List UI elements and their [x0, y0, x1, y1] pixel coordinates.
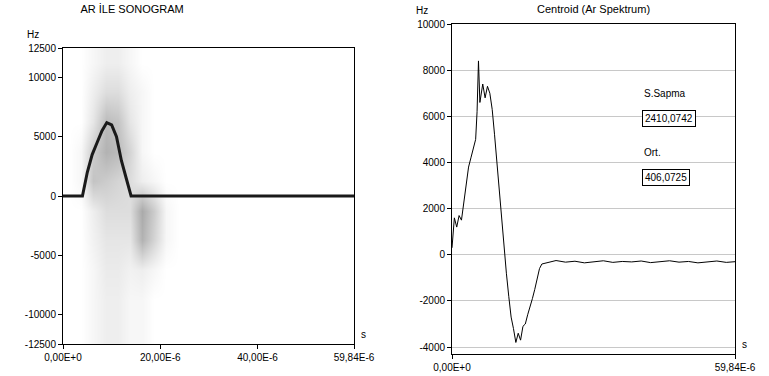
svg-text:-4000: -4000 [419, 342, 445, 353]
svg-text:4000: 4000 [423, 157, 446, 168]
svg-text:0,00E+0: 0,00E+0 [44, 352, 82, 363]
svg-text:-10000: -10000 [25, 309, 57, 320]
svg-text:10000: 10000 [28, 72, 56, 83]
svg-text:0: 0 [50, 191, 56, 202]
svg-text:s: s [361, 329, 366, 340]
svg-text:-5000: -5000 [30, 250, 56, 261]
svg-text:2000: 2000 [423, 203, 446, 214]
svg-text:12500: 12500 [28, 43, 56, 54]
svg-text:Ort.: Ort. [644, 147, 661, 158]
svg-text:59,84E-6: 59,84E-6 [715, 362, 756, 373]
svg-text:6000: 6000 [423, 111, 446, 122]
svg-text:-12500: -12500 [25, 339, 57, 350]
svg-text:s: s [742, 339, 747, 350]
svg-text:0: 0 [439, 249, 445, 260]
svg-text:Hz: Hz [27, 29, 39, 40]
svg-text:Centroid (Ar Spektrum): Centroid (Ar Spektrum) [537, 3, 650, 15]
svg-text:20,00E-6: 20,00E-6 [140, 352, 181, 363]
svg-text:40,00E-6: 40,00E-6 [237, 352, 278, 363]
svg-text:Hz: Hz [416, 5, 428, 16]
svg-text:0,00E+0: 0,00E+0 [433, 362, 471, 373]
svg-text:8000: 8000 [423, 65, 446, 76]
svg-text:AR İLE SONOGRAM: AR İLE SONOGRAM [80, 3, 183, 15]
svg-text:-2000: -2000 [419, 295, 445, 306]
svg-text:59,84E-6: 59,84E-6 [334, 352, 375, 363]
svg-text:5000: 5000 [34, 131, 57, 142]
svg-text:2410,0742: 2410,0742 [645, 113, 693, 124]
svg-text:10000: 10000 [417, 19, 445, 30]
svg-text:S.Sapma: S.Sapma [644, 88, 686, 99]
svg-text:406,0725: 406,0725 [645, 172, 687, 183]
